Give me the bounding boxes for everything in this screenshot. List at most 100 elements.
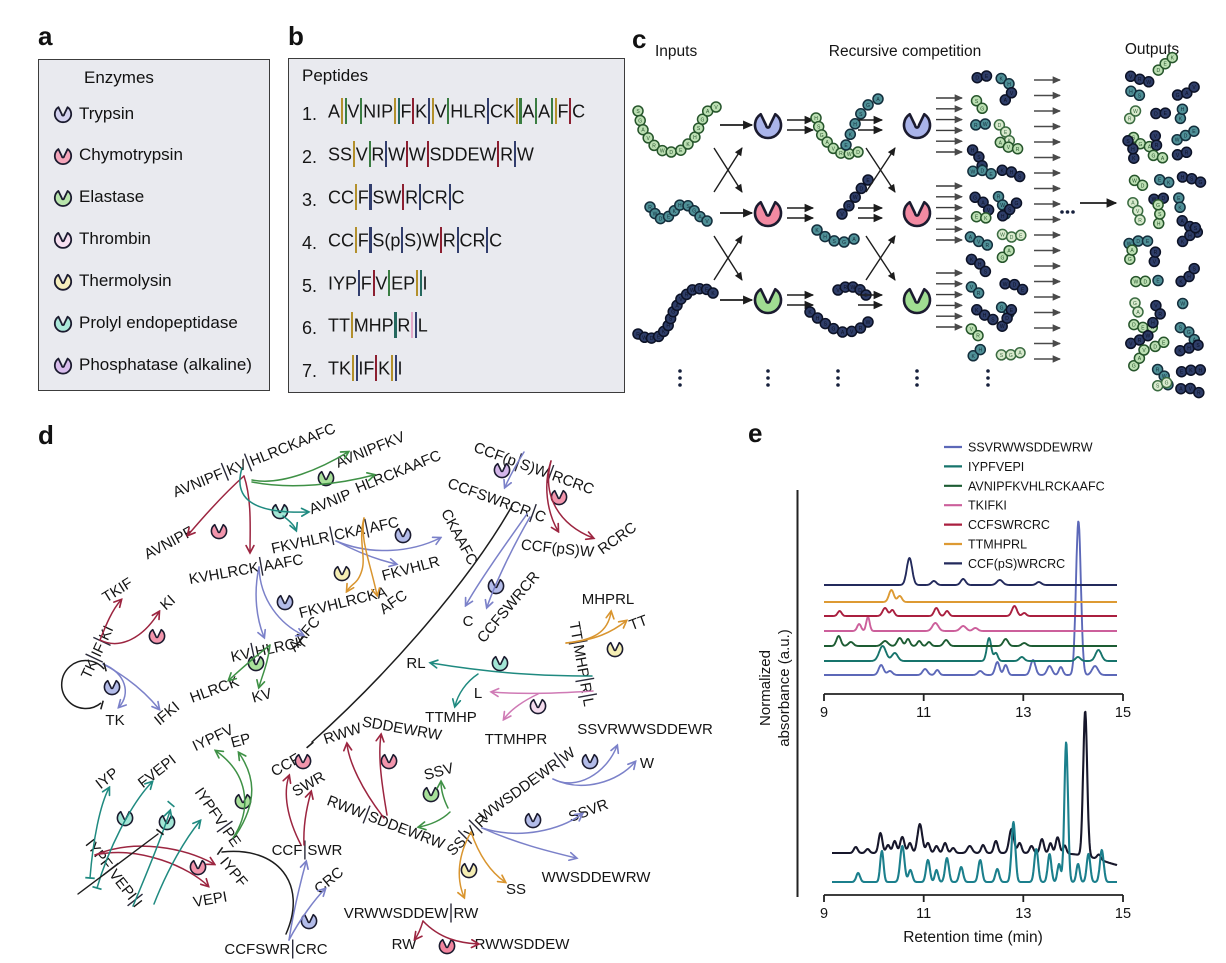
svg-text:R: R (576, 681, 595, 695)
svg-text:E: E (705, 287, 709, 293)
svg-text:S: S (1193, 267, 1197, 273)
svg-text:W: W (1146, 80, 1151, 86)
svg-text:RWW: RWW (325, 792, 368, 822)
svg-text:W: W (847, 152, 852, 158)
svg-text:EP: EP (229, 730, 253, 752)
svg-text:R: R (652, 143, 656, 149)
svg-text:A: A (1004, 98, 1008, 104)
svg-text:A: A (1131, 201, 1135, 207)
svg-text:E: E (1141, 325, 1145, 331)
svg-text:H: H (1188, 233, 1192, 239)
svg-text:V: V (1154, 134, 1158, 140)
svg-text:V: V (840, 212, 844, 218)
svg-text:K: K (1189, 368, 1193, 374)
svg-text:W: W (853, 195, 858, 201)
svg-text:V: V (647, 136, 651, 142)
svg-text:D: D (1161, 196, 1165, 202)
svg-text:AAFC: AAFC (262, 551, 305, 575)
svg-text:K: K (1178, 349, 1182, 355)
svg-text:K: K (975, 308, 979, 314)
svg-text:13: 13 (1015, 705, 1031, 721)
svg-text:CCF(pS)W: CCF(pS)W (520, 536, 596, 561)
svg-text:CCF: CCF (272, 842, 303, 859)
svg-text:H: H (1129, 89, 1133, 95)
svg-text:H: H (693, 135, 697, 141)
svg-text:G: G (1133, 301, 1137, 307)
svg-text:R: R (977, 291, 981, 297)
svg-text:SSVRWWSDDEWRW: SSVRWWSDDEWRW (968, 441, 1093, 455)
svg-text:A: A (1007, 249, 1011, 255)
svg-text:FKVHLR: FKVHLR (380, 553, 442, 585)
svg-text:D: D (1184, 134, 1188, 140)
svg-text:E: E (1010, 308, 1014, 314)
svg-text:R: R (636, 332, 640, 338)
svg-text:A: A (675, 303, 679, 309)
svg-text:L: L (579, 697, 597, 708)
svg-text:KVHLRCK: KVHLRCK (188, 559, 261, 588)
svg-text:V: V (850, 329, 854, 335)
svg-text:A: A (1185, 91, 1189, 97)
svg-text:D: D (1153, 344, 1157, 350)
svg-text:D: D (650, 336, 654, 342)
svg-text:R: R (843, 285, 847, 291)
svg-text:W: W (1003, 282, 1008, 288)
svg-text:W: W (971, 169, 976, 175)
svg-text:D: D (980, 168, 984, 174)
svg-text:WWSDDEWR: WWSDDEWR (476, 755, 563, 825)
svg-text:W: W (640, 755, 655, 772)
svg-text:K: K (662, 329, 666, 335)
svg-text:R: R (1155, 143, 1159, 149)
svg-text:H: H (971, 148, 975, 154)
svg-text:G: G (820, 133, 824, 139)
svg-text:C: C (463, 613, 474, 630)
svg-text:K: K (1179, 279, 1183, 285)
svg-text:H: H (816, 316, 820, 322)
svg-text:RW: RW (454, 905, 480, 922)
svg-text:W: W (642, 335, 647, 341)
svg-text:D: D (1013, 283, 1017, 289)
svg-text:D: D (1141, 183, 1145, 189)
svg-text:R: R (1197, 391, 1201, 397)
svg-text:R: R (839, 151, 843, 157)
svg-text:W: W (1000, 232, 1005, 238)
svg-text:KI: KI (157, 592, 179, 614)
svg-text:H: H (1131, 147, 1135, 153)
svg-text:V: V (1010, 91, 1014, 97)
svg-text:G: G (866, 103, 870, 109)
svg-text:A: A (641, 128, 645, 134)
svg-text:R: R (1016, 147, 1020, 153)
svg-text:S: S (1196, 343, 1200, 349)
svg-text:TT: TT (565, 620, 585, 641)
svg-text:G: G (692, 209, 696, 215)
svg-text:AVNIPF: AVNIPF (141, 523, 196, 563)
svg-text:R: R (685, 292, 689, 298)
svg-text:H: H (1157, 221, 1161, 227)
svg-text:H: H (678, 203, 682, 209)
svg-text:R: R (1138, 77, 1142, 83)
svg-text:K: K (972, 354, 976, 360)
svg-text:CCFSWRCR: CCFSWRCR (445, 475, 533, 521)
svg-text:E: E (1164, 62, 1168, 68)
svg-text:HLRCK: HLRCK (188, 673, 242, 706)
svg-text:15: 15 (1115, 705, 1131, 721)
svg-text:V: V (1142, 348, 1146, 354)
svg-text:S: S (991, 318, 995, 324)
svg-text:CKA: CKA (333, 521, 367, 544)
svg-text:W: W (1133, 109, 1138, 115)
svg-text:W: W (660, 149, 665, 155)
svg-text:A: A (981, 200, 985, 206)
svg-text:R: R (997, 195, 1001, 201)
svg-text:TTMHPR: TTMHPR (485, 731, 548, 748)
svg-text:AVNIPFKVHLRCKAAFC: AVNIPFKVHLRCKAAFC (968, 479, 1105, 493)
svg-text:R: R (1156, 368, 1160, 374)
svg-text:VEPI: VEPI (192, 888, 229, 911)
svg-text:R: R (859, 326, 863, 332)
svg-text:S: S (1194, 226, 1198, 232)
svg-text:E: E (975, 215, 979, 221)
svg-text:MHP: MHP (570, 643, 593, 679)
svg-text:G: G (1009, 353, 1013, 359)
svg-text:D: D (1143, 279, 1147, 285)
svg-text:RWW: RWW (321, 720, 364, 748)
svg-text:R: R (1158, 312, 1162, 318)
svg-text:V: V (1192, 85, 1196, 91)
